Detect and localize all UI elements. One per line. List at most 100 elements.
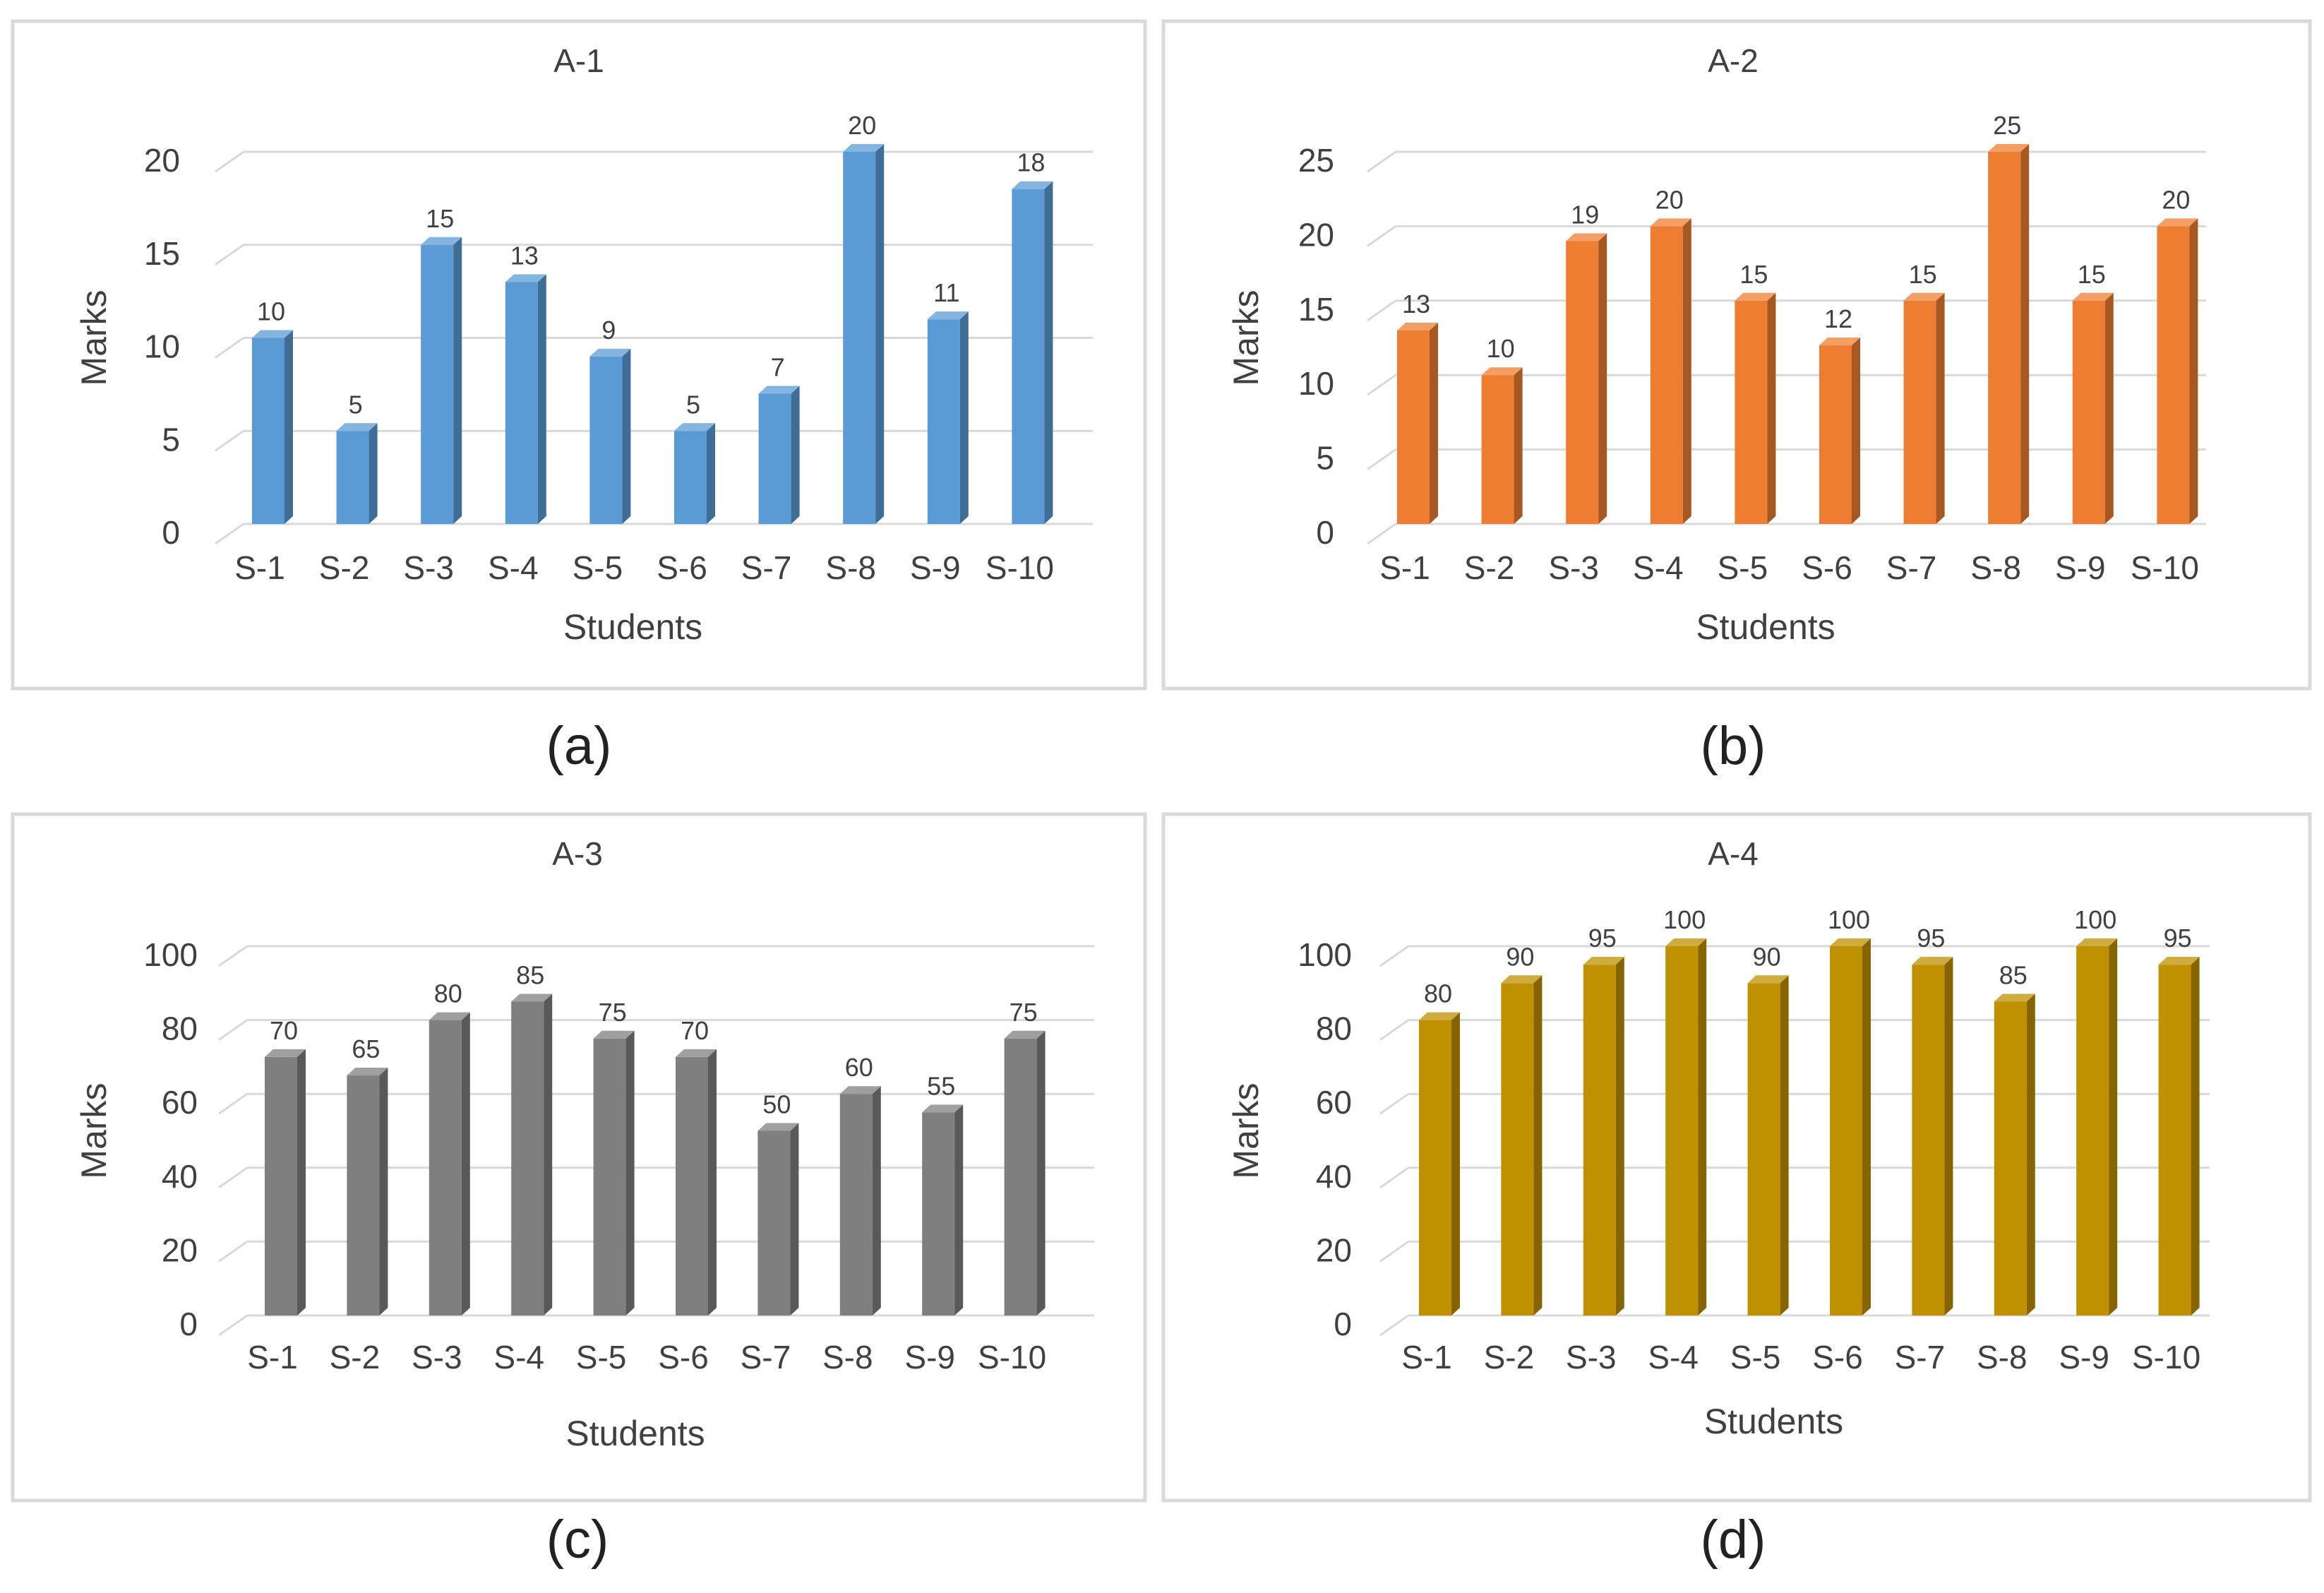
data-label: 12 <box>1824 304 1852 333</box>
x-tick-label: S-2 <box>319 549 370 586</box>
gridline-depth <box>1367 299 1396 322</box>
bar-side <box>875 144 885 524</box>
bar-side <box>954 1104 964 1315</box>
bar-s-5 <box>1747 975 1789 1315</box>
bar-front <box>758 393 791 524</box>
bar-side <box>2026 994 2035 1315</box>
y-axis-title: Marks <box>74 1082 114 1179</box>
gridline-depth <box>1367 225 1396 247</box>
bar-front <box>1747 983 1780 1315</box>
y-tick-label: 5 <box>162 421 180 458</box>
bar-s-10 <box>1004 1030 1046 1315</box>
bar-front <box>1903 300 1936 524</box>
bar-s-2 <box>336 423 378 524</box>
x-tick-label: S-2 <box>1484 1339 1535 1376</box>
x-tick-label: S-1 <box>1379 549 1430 586</box>
bar-top <box>839 1086 881 1094</box>
bar-front <box>1735 300 1768 524</box>
x-tick-label: S-10 <box>2131 549 2199 586</box>
x-tick-label: S-9 <box>904 1339 955 1376</box>
gridline-depth <box>215 244 244 266</box>
data-label: 15 <box>1739 260 1768 289</box>
y-tick-label: 0 <box>179 1306 198 1342</box>
gridline-depth <box>1379 1167 1409 1189</box>
bar-front <box>265 1056 297 1315</box>
bar-s-5 <box>593 1030 635 1315</box>
data-label: 20 <box>848 111 876 140</box>
bar-s-3 <box>429 1012 470 1315</box>
bar-top <box>674 423 715 431</box>
bar-front <box>674 431 707 524</box>
x-tick-label: S-4 <box>1633 549 1684 586</box>
bar-side <box>622 348 631 524</box>
data-label: 10 <box>257 297 285 326</box>
bar-s-10 <box>2157 218 2198 524</box>
panel-caption: (c) <box>546 1510 609 1570</box>
bar-front <box>2158 965 2191 1315</box>
y-tick-label: 10 <box>144 328 180 365</box>
x-tick-label: S-8 <box>825 549 876 586</box>
x-tick-label: S-1 <box>234 549 285 586</box>
bar-top <box>1419 1012 1460 1020</box>
bar-front <box>511 1001 544 1315</box>
x-tick-label: S-4 <box>488 549 539 586</box>
y-tick-label: 20 <box>162 1231 198 1268</box>
bar-side <box>379 1068 388 1315</box>
gridline-depth <box>215 523 244 545</box>
bar-top <box>758 386 800 394</box>
bar-top <box>2072 292 2114 301</box>
bar-front <box>347 1075 380 1315</box>
bar-top <box>676 1049 717 1057</box>
data-label: 50 <box>762 1090 791 1119</box>
bar-side <box>1862 938 1871 1315</box>
bar-s-10 <box>1012 181 1053 524</box>
data-label: 80 <box>1424 979 1452 1008</box>
bar-front <box>252 338 284 524</box>
bar-s-7 <box>1903 292 1945 524</box>
panel-caption: (a) <box>546 716 612 776</box>
data-label: 13 <box>1402 290 1430 318</box>
bar-s-8 <box>843 144 885 524</box>
y-tick-label: 60 <box>1316 1084 1352 1121</box>
chart-panel-a-3: 0 20 40 60 80 100 70 S-1 65 S-2 80 S-3 85 S-4 75 S-5 70 S… <box>11 812 1147 1503</box>
bar-top <box>843 144 885 152</box>
gridline-depth <box>1379 1019 1409 1041</box>
bar-side <box>790 1123 799 1315</box>
y-axis-title: Marks <box>1226 290 1266 386</box>
x-tick-label: S-9 <box>2055 549 2106 586</box>
bar-s-7 <box>1912 957 1953 1315</box>
bar-side <box>1780 975 1789 1315</box>
data-label: 15 <box>1909 260 1937 289</box>
bar-s-3 <box>1566 233 1607 524</box>
gridline-depth <box>215 430 244 452</box>
chart-title: A-2 <box>1708 42 1759 79</box>
bar-s-2 <box>1481 367 1523 524</box>
bar-top <box>1566 233 1607 241</box>
y-tick-label: 40 <box>1316 1158 1352 1195</box>
x-tick-label: S-7 <box>741 1339 791 1376</box>
y-tick-label: 15 <box>144 235 180 272</box>
bar-top <box>1501 975 1543 984</box>
x-tick-label: S-3 <box>412 1339 462 1376</box>
bar-side <box>1044 181 1053 524</box>
gridline-depth <box>1367 374 1396 396</box>
y-tick-label: 80 <box>162 1010 198 1047</box>
bar-top <box>1819 338 1860 346</box>
x-tick-label: S-7 <box>1895 1339 1946 1376</box>
data-label: 60 <box>845 1053 873 1082</box>
bar-top <box>1397 322 1438 330</box>
x-tick-label: S-9 <box>2059 1339 2109 1376</box>
bar-s-9 <box>2072 292 2114 524</box>
bar-front <box>1397 330 1430 524</box>
data-label: 95 <box>1588 924 1617 953</box>
bar-side <box>369 423 378 524</box>
data-label: 80 <box>434 979 462 1008</box>
data-label: 55 <box>927 1071 955 1100</box>
bar-side <box>284 330 293 524</box>
bar-top <box>429 1012 470 1020</box>
bar-front <box>2076 946 2109 1315</box>
bar-side <box>708 1049 717 1315</box>
x-tick-label: S-8 <box>822 1339 873 1376</box>
bar-top <box>1994 994 2035 1002</box>
bar-front <box>1650 226 1683 524</box>
